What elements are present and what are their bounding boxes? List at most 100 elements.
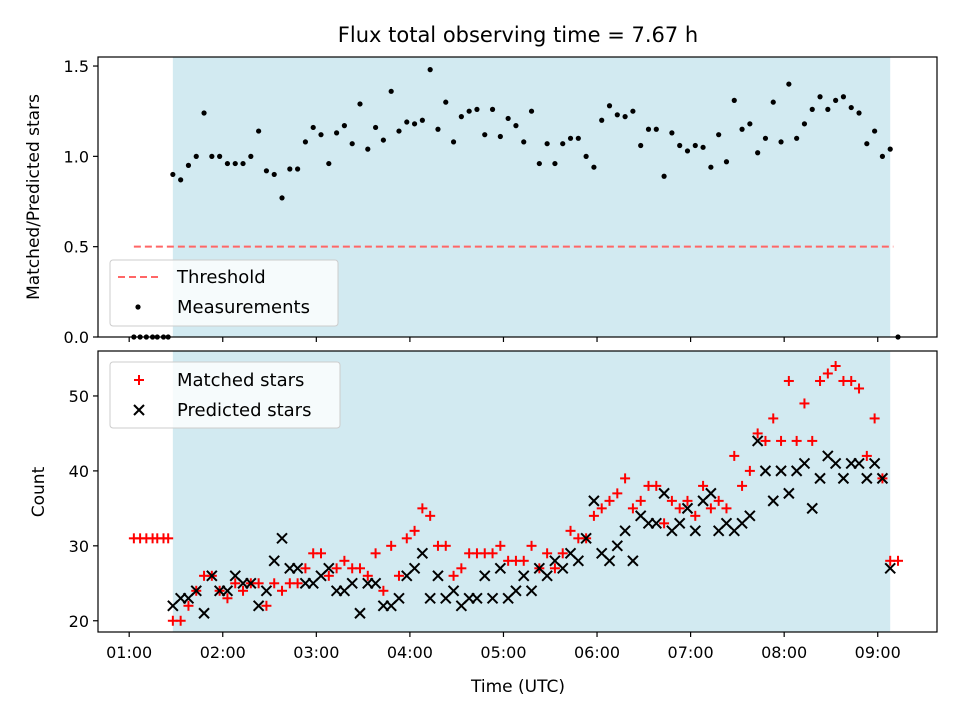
- predicted-star-d2: [814, 472, 826, 485]
- measurement-point: [583, 153, 589, 159]
- measurement-point: [310, 124, 316, 131]
- predicted-star-point: [221, 585, 234, 597]
- predicted-star-d2: [603, 555, 616, 567]
- matched-star-point: [183, 600, 194, 611]
- predicted-star-d2: [806, 502, 818, 515]
- measurement-point: [747, 121, 753, 127]
- legend-predicted-swatch: [133, 404, 145, 416]
- predicted-star-d2: [884, 562, 896, 575]
- measurement-point: [762, 135, 769, 141]
- measurement-point: [240, 160, 246, 167]
- predicted-star-d2: [549, 555, 561, 567]
- matched-star-point: [557, 548, 568, 559]
- measurement-point: [848, 104, 854, 111]
- measurement-point: [677, 142, 683, 149]
- matched-star-point: [830, 360, 841, 371]
- measurement-point: [521, 139, 527, 145]
- measurement-point: [684, 148, 691, 154]
- predicted-star-d2: [447, 585, 460, 597]
- measurement-point: [536, 160, 542, 167]
- matched-star-point: [549, 563, 560, 574]
- predicted-star-point: [705, 487, 717, 500]
- predicted-star-d2: [775, 465, 787, 477]
- predicted-star-point: [416, 547, 429, 560]
- matched-star-point: [799, 398, 810, 409]
- matched-star-point: [721, 503, 732, 514]
- x-tick-label: 06:00: [574, 643, 620, 662]
- predicted-star-point: [759, 465, 772, 477]
- measurement-point: [669, 130, 675, 136]
- measurement-point: [404, 119, 410, 125]
- predicted-star-point: [744, 510, 756, 522]
- top-y-axis-label: Matched/Predicted stars: [24, 94, 44, 300]
- x-tick-label: 09:00: [855, 643, 901, 662]
- measurement-point: [591, 164, 597, 170]
- predicted-star-point: [245, 577, 257, 590]
- measurement-point: [700, 144, 706, 150]
- predicted-star-d2: [486, 592, 499, 604]
- predicted-star-point: [494, 562, 507, 575]
- predicted-star-d2: [767, 495, 779, 507]
- matched-star-point: [869, 413, 880, 424]
- measurement-point: [209, 153, 215, 159]
- matched-star-point: [659, 518, 670, 529]
- predicted-star-d2: [557, 562, 569, 575]
- measurement-point: [232, 160, 238, 167]
- measurement-point: [856, 110, 862, 116]
- measurement-point: [193, 153, 199, 159]
- predicted-star-d2: [291, 562, 304, 575]
- predicted-star-d2: [822, 450, 834, 462]
- matched-star-point: [362, 570, 373, 581]
- measurement-point: [825, 106, 831, 112]
- measurement-point: [528, 108, 535, 114]
- matched-star-point: [783, 375, 794, 386]
- matched-star-point: [409, 525, 420, 536]
- measurement-point: [606, 103, 613, 109]
- measurement-point: [458, 114, 464, 120]
- measurement-point: [263, 168, 270, 174]
- predicted-star-d2: [424, 592, 436, 604]
- predicted-star-d2: [829, 457, 842, 470]
- measurement-point: [630, 108, 636, 114]
- predicted-star-d2: [596, 547, 608, 560]
- measurement-point: [357, 101, 363, 107]
- legend-predicted-d2: [133, 404, 145, 416]
- predicted-star-point: [354, 607, 366, 619]
- predicted-star-d2: [268, 555, 280, 567]
- predicted-star-d2: [252, 600, 265, 612]
- measurement-point: [840, 94, 847, 100]
- matched-star-point: [791, 435, 802, 446]
- bottom-y-tick-label: 30: [69, 537, 89, 556]
- measurement-point: [872, 128, 878, 134]
- matched-star-point: [596, 503, 607, 514]
- predicted-star-point: [681, 502, 694, 515]
- matched-star-point: [651, 480, 662, 491]
- predicted-star-point: [518, 570, 530, 582]
- predicted-star-point: [619, 525, 631, 537]
- matched-star-point: [542, 548, 553, 559]
- matched-star-point: [487, 548, 498, 559]
- predicted-star-d2: [853, 457, 865, 470]
- predicted-star-d2: [705, 487, 717, 500]
- matched-star-point: [822, 368, 833, 379]
- predicted-star-point: [767, 495, 779, 507]
- predicted-star-d2: [323, 562, 335, 575]
- count-points-layer: [128, 360, 904, 626]
- predicted-star-point: [580, 532, 592, 545]
- top-y-tick-label: 0.0: [64, 328, 89, 347]
- predicted-star-d2: [876, 472, 889, 485]
- predicted-star-d2: [634, 510, 647, 522]
- measurement-point: [497, 133, 503, 140]
- predicted-star-point: [658, 487, 670, 500]
- matched-star-point: [627, 503, 638, 514]
- predicted-star-point: [346, 577, 358, 590]
- matched-star-point: [815, 375, 826, 386]
- predicted-star-d2: [564, 547, 577, 560]
- predicted-star-d2: [494, 562, 507, 575]
- measurement-point: [372, 124, 379, 131]
- matched-star-point: [495, 540, 506, 551]
- matched-star-point: [776, 435, 787, 446]
- measurement-point: [411, 121, 418, 127]
- predicted-star-point: [323, 562, 335, 575]
- measurement-point: [864, 141, 870, 147]
